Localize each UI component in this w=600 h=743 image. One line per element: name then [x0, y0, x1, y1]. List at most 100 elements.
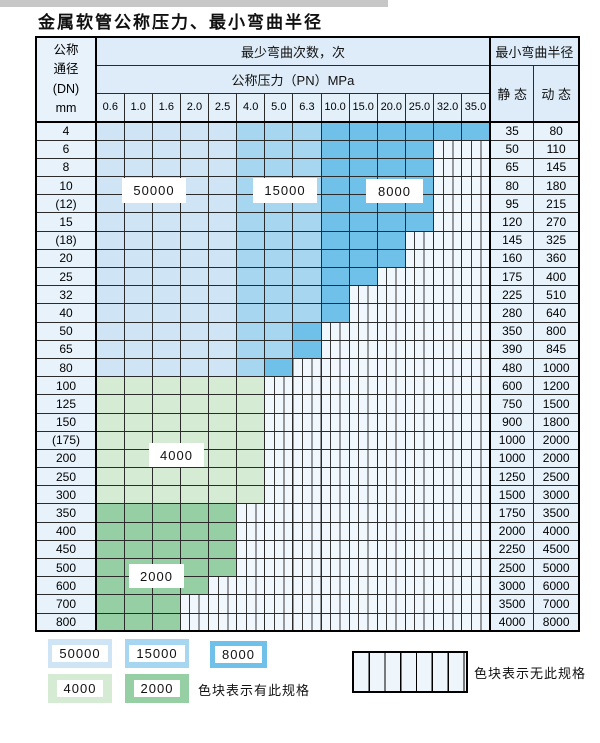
- spec-cell-4000: [207, 412, 238, 432]
- spec-cell-50000: [207, 248, 238, 269]
- table-row: 8 65 145: [35, 157, 580, 178]
- spec-cell-50000: [179, 303, 210, 323]
- dynamic-radius-value: 510: [533, 285, 580, 305]
- no-spec-hatch-cell: [404, 230, 435, 250]
- spec-cell-2000: [151, 612, 181, 632]
- no-spec-hatch-cell: [292, 357, 322, 378]
- no-spec-hatch-cell: [320, 412, 350, 432]
- no-spec-hatch-cell: [320, 539, 350, 560]
- spec-cell-2000: [207, 521, 238, 541]
- table-row: 80 480 1000: [35, 357, 580, 378]
- pressure-tick: 10.0: [320, 92, 350, 123]
- no-spec-hatch-cell: [348, 485, 378, 505]
- no-spec-hatch-cell: [461, 230, 491, 250]
- spec-cell-50000: [123, 357, 153, 378]
- dynamic-radius-value: 845: [533, 339, 580, 359]
- spec-cell-50000: [179, 285, 210, 305]
- spec-cell-50000: [123, 339, 153, 359]
- table-row: 600 3000 6000: [35, 576, 580, 596]
- static-radius-value: 95: [489, 194, 535, 214]
- spec-cell-4000: [95, 485, 125, 505]
- no-spec-hatch-cell: [432, 157, 463, 178]
- spec-cell-4000: [179, 412, 210, 432]
- bend-count-label-2000: 2000: [129, 564, 184, 588]
- no-spec-hatch-cell: [376, 503, 406, 523]
- spec-cell-50000: [151, 157, 181, 178]
- spec-cell-50000: [207, 157, 238, 178]
- spec-cell-4000: [207, 467, 238, 487]
- corner-header-line: 通径: [53, 62, 79, 77]
- no-spec-hatch-cell: [461, 248, 491, 269]
- no-spec-hatch-cell: [320, 339, 350, 359]
- table-row: 65 390 845: [35, 339, 580, 359]
- spec-cell-8000: [348, 121, 378, 141]
- spec-cell-15000: [236, 285, 266, 305]
- dn-cell: 6: [35, 139, 97, 159]
- no-spec-hatch-cell: [432, 448, 463, 469]
- no-spec-hatch-cell: [348, 594, 378, 614]
- no-spec-hatch-cell: [432, 194, 463, 214]
- static-radius-value: 175: [489, 266, 535, 287]
- table-row: 32 225 510: [35, 285, 580, 305]
- spec-cell-2000: [151, 503, 181, 523]
- no-spec-hatch-cell: [320, 576, 350, 596]
- spec-cell-8000: [376, 121, 406, 141]
- spec-cell-50000: [179, 357, 210, 378]
- no-spec-hatch-cell: [348, 430, 378, 450]
- static-radius-value: 900: [489, 412, 535, 432]
- no-spec-hatch-cell: [348, 357, 378, 378]
- spec-cell-50000: [179, 230, 210, 250]
- spec-cell-4000: [236, 448, 266, 469]
- dynamic-radius-value: 215: [533, 194, 580, 214]
- static-radius-value: 120: [489, 212, 535, 232]
- spec-cell-4000: [95, 412, 125, 432]
- no-spec-hatch-cell: [236, 576, 266, 596]
- table-row: 800 4000 8000: [35, 612, 580, 632]
- spec-cell-50000: [151, 357, 181, 378]
- pressure-tick: 35.0: [461, 92, 491, 123]
- spec-cell-4000: [95, 394, 125, 414]
- spec-cell-2000: [179, 539, 210, 560]
- corner-header: 公称 通径 (DN) mm: [35, 36, 97, 123]
- no-spec-hatch-cell: [292, 594, 322, 614]
- bend-times-header: 最少弯曲次数，次: [95, 36, 491, 66]
- spec-cell-4000: [151, 376, 181, 396]
- spec-cell-15000: [236, 121, 266, 141]
- spec-cell-8000: [292, 321, 322, 341]
- no-spec-hatch-cell: [432, 394, 463, 414]
- no-spec-hatch-cell: [236, 503, 266, 523]
- spec-cell-8000: [320, 212, 350, 232]
- no-spec-hatch-cell: [461, 521, 491, 541]
- no-spec-hatch-cell: [179, 594, 210, 614]
- spec-cell-15000: [292, 285, 322, 305]
- spec-cell-50000: [95, 248, 125, 269]
- no-spec-hatch-cell: [348, 376, 378, 396]
- spec-cell-8000: [320, 303, 350, 323]
- dn-cell: 450: [35, 539, 97, 560]
- spec-cell-15000: [264, 266, 294, 287]
- spec-cell-2000: [207, 539, 238, 560]
- table-row: 4 35 80: [35, 121, 580, 141]
- spec-cell-8000: [376, 230, 406, 250]
- no-spec-hatch-cell: [292, 503, 322, 523]
- no-spec-hatch-cell: [376, 303, 406, 323]
- no-spec-hatch-cell: [264, 448, 294, 469]
- no-spec-hatch-cell: [320, 321, 350, 341]
- bend-count-label-4000: 4000: [149, 443, 204, 467]
- spec-cell-15000: [236, 266, 266, 287]
- no-spec-hatch-cell: [461, 576, 491, 596]
- static-radius-value: 2500: [489, 557, 535, 578]
- spec-cell-8000: [320, 157, 350, 178]
- spec-cell-50000: [179, 339, 210, 359]
- no-spec-hatch-cell: [236, 539, 266, 560]
- spec-cell-50000: [207, 357, 238, 378]
- dynamic-radius-value: 4000: [533, 521, 580, 541]
- spec-cell-2000: [123, 521, 153, 541]
- no-spec-hatch-cell: [404, 357, 435, 378]
- dynamic-radius-value: 360: [533, 248, 580, 269]
- pressure-header: 公称压力（PN）MPa: [95, 64, 491, 94]
- spec-cell-50000: [123, 121, 153, 141]
- no-spec-hatch-cell: [404, 448, 435, 469]
- spec-cell-15000: [292, 121, 322, 141]
- static-radius-value: 480: [489, 357, 535, 378]
